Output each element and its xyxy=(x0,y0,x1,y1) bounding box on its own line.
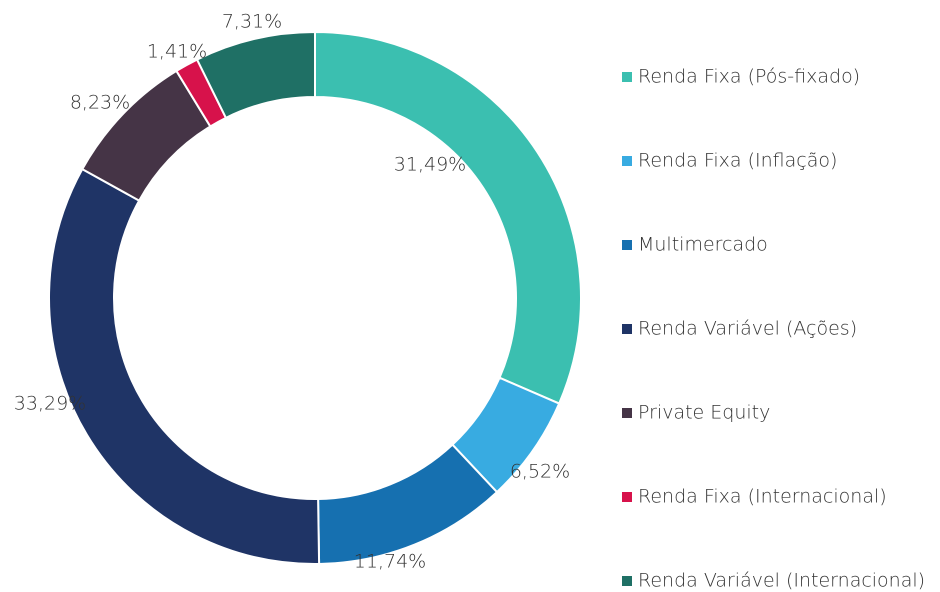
donut-segment xyxy=(314,30,582,405)
data-label: 33,29% xyxy=(14,393,86,415)
legend-label: Renda Fixa (Internacional) xyxy=(638,486,887,508)
data-label: 11,74% xyxy=(354,551,426,573)
legend-swatch xyxy=(622,72,632,82)
legend-label: Renda Variável (Ações) xyxy=(638,318,857,340)
legend-swatch xyxy=(622,408,632,418)
legend-label: Renda Fixa (Pós-fixado) xyxy=(638,66,860,88)
donut-segment xyxy=(317,443,499,565)
data-label: 1,41% xyxy=(147,41,207,63)
donut-segment xyxy=(48,167,321,565)
data-label: 7,31% xyxy=(222,11,282,33)
legend-label: Renda Fixa (Inflação) xyxy=(638,150,837,172)
data-label: 8,23% xyxy=(70,92,130,114)
data-label: 31,49% xyxy=(394,154,466,176)
legend-label: Renda Variável (Internacional) xyxy=(638,570,925,592)
legend-swatch xyxy=(622,324,632,334)
data-label: 6,52% xyxy=(510,461,570,483)
legend-swatch xyxy=(622,576,632,586)
legend-swatch xyxy=(622,240,632,250)
legend-label: Multimercado xyxy=(638,234,768,256)
legend-label: Private Equity xyxy=(638,402,770,424)
legend-swatch xyxy=(622,156,632,166)
donut-segment xyxy=(195,30,316,120)
legend-swatch xyxy=(622,492,632,502)
